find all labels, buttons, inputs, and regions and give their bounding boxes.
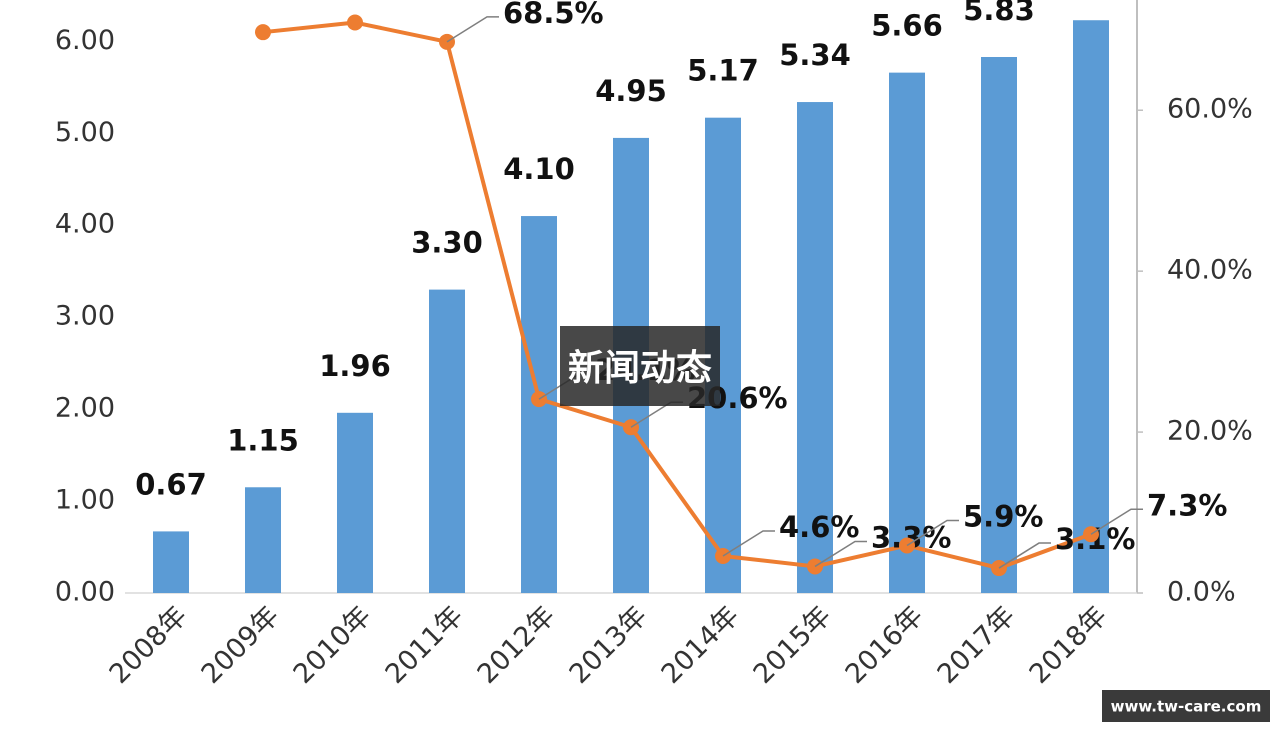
x-tick-label: 2009年	[196, 600, 286, 690]
y2-tick-label: 20.0%	[1167, 416, 1253, 447]
y-tick-label: 6.00	[55, 25, 115, 56]
line-point	[255, 24, 271, 41]
line-value-label: 4.6%	[779, 510, 859, 544]
leader-line	[998, 542, 1051, 569]
bar-value-label: 5.66	[871, 9, 943, 43]
leader-line	[722, 530, 775, 557]
x-tick-label: 2015年	[748, 600, 838, 690]
bar	[429, 289, 465, 593]
bar-value-label: 3.30	[411, 226, 483, 260]
watermark-box	[1102, 690, 1270, 722]
y2-tick-label: 0.0%	[1167, 577, 1236, 608]
y-tick-label: 4.00	[55, 209, 115, 240]
bar	[797, 102, 833, 594]
y2-tick-label: 40.0%	[1167, 255, 1253, 286]
leader-line	[1090, 508, 1143, 535]
y-tick-label: 1.00	[55, 485, 115, 516]
bar	[337, 412, 373, 593]
x-tick-label: 2012年	[472, 600, 562, 690]
y-tick-label: 2.00	[55, 393, 115, 424]
bar	[889, 72, 925, 594]
leader-line	[446, 16, 499, 43]
overlay-box	[560, 326, 720, 406]
bar-value-label: 5.83	[963, 0, 1035, 27]
x-tick-label: 2017年	[932, 600, 1022, 690]
x-tick-label: 2014年	[656, 600, 746, 690]
y-tick-label: 3.00	[55, 301, 115, 332]
bar-value-label: 5.34	[779, 38, 851, 72]
line-point	[347, 14, 363, 31]
leader-line	[906, 519, 959, 547]
bar-value-label: 5.17	[687, 54, 759, 88]
x-tick-label: 2018年	[1024, 600, 1114, 690]
y2-tick-label: 60.0%	[1167, 94, 1253, 125]
leader-line	[814, 540, 867, 568]
bar	[981, 57, 1017, 594]
line-value-label: 7.3%	[1147, 488, 1227, 522]
overlay-text: 新闻动态	[568, 348, 712, 389]
x-tick-label: 2008年	[104, 600, 194, 690]
bar	[153, 531, 189, 593]
line-value-label: 68.5%	[503, 0, 604, 30]
bar-value-label: 4.95	[595, 74, 667, 108]
line	[262, 20, 1092, 571]
x-tick-label: 2010年	[288, 600, 378, 690]
x-tick-label: 2013年	[564, 600, 654, 690]
line-value-label: 5.9%	[963, 500, 1043, 534]
watermark-text: www.tw-care.com	[1111, 698, 1262, 716]
bar-value-label: 0.67	[135, 467, 207, 501]
bar	[245, 487, 281, 593]
bar-value-label: 4.10	[503, 152, 575, 186]
y-tick-label: 0.00	[55, 577, 115, 608]
bar-value-label: 1.96	[319, 349, 391, 383]
bar-value-label: 1.15	[227, 423, 299, 457]
x-tick-label: 2016年	[840, 600, 930, 690]
x-tick-label: 2011年	[380, 600, 470, 690]
bar	[1073, 20, 1109, 593]
y-tick-label: 5.00	[55, 117, 115, 148]
